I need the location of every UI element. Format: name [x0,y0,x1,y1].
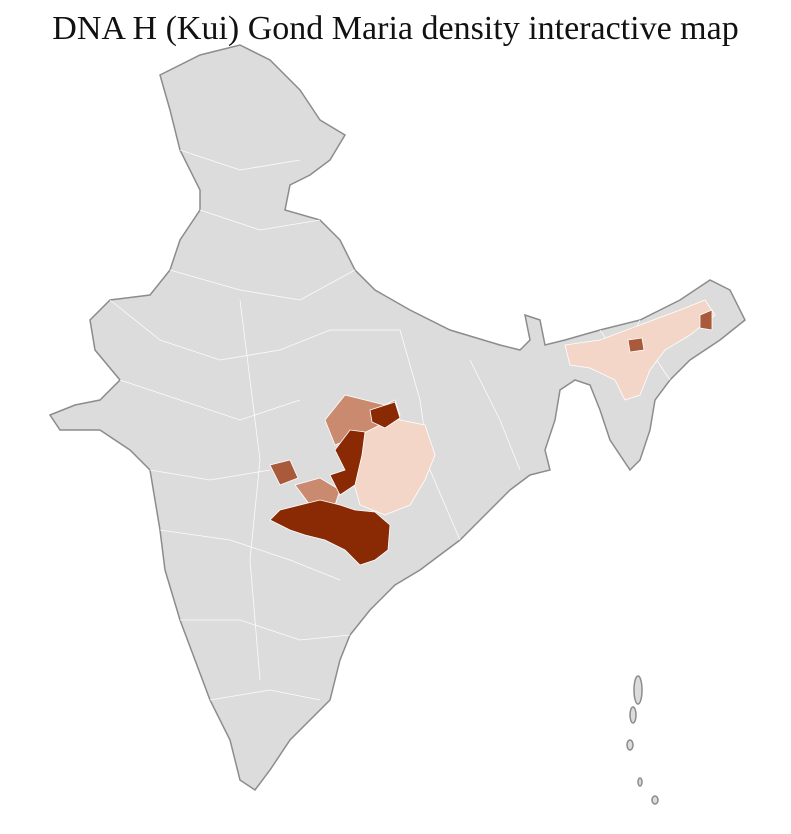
island [626,739,634,751]
island [629,706,637,724]
island [637,777,643,787]
region-high [699,309,713,331]
region-top [269,499,391,566]
density-regions [269,299,716,566]
island [633,675,643,705]
map-title: DNA H (Kui) Gond Maria density interacti… [52,10,739,47]
region-top [369,401,401,429]
region-top [329,429,366,496]
region-high [269,459,299,486]
region-mid [294,477,341,506]
region-high [627,337,645,353]
island [651,795,659,805]
